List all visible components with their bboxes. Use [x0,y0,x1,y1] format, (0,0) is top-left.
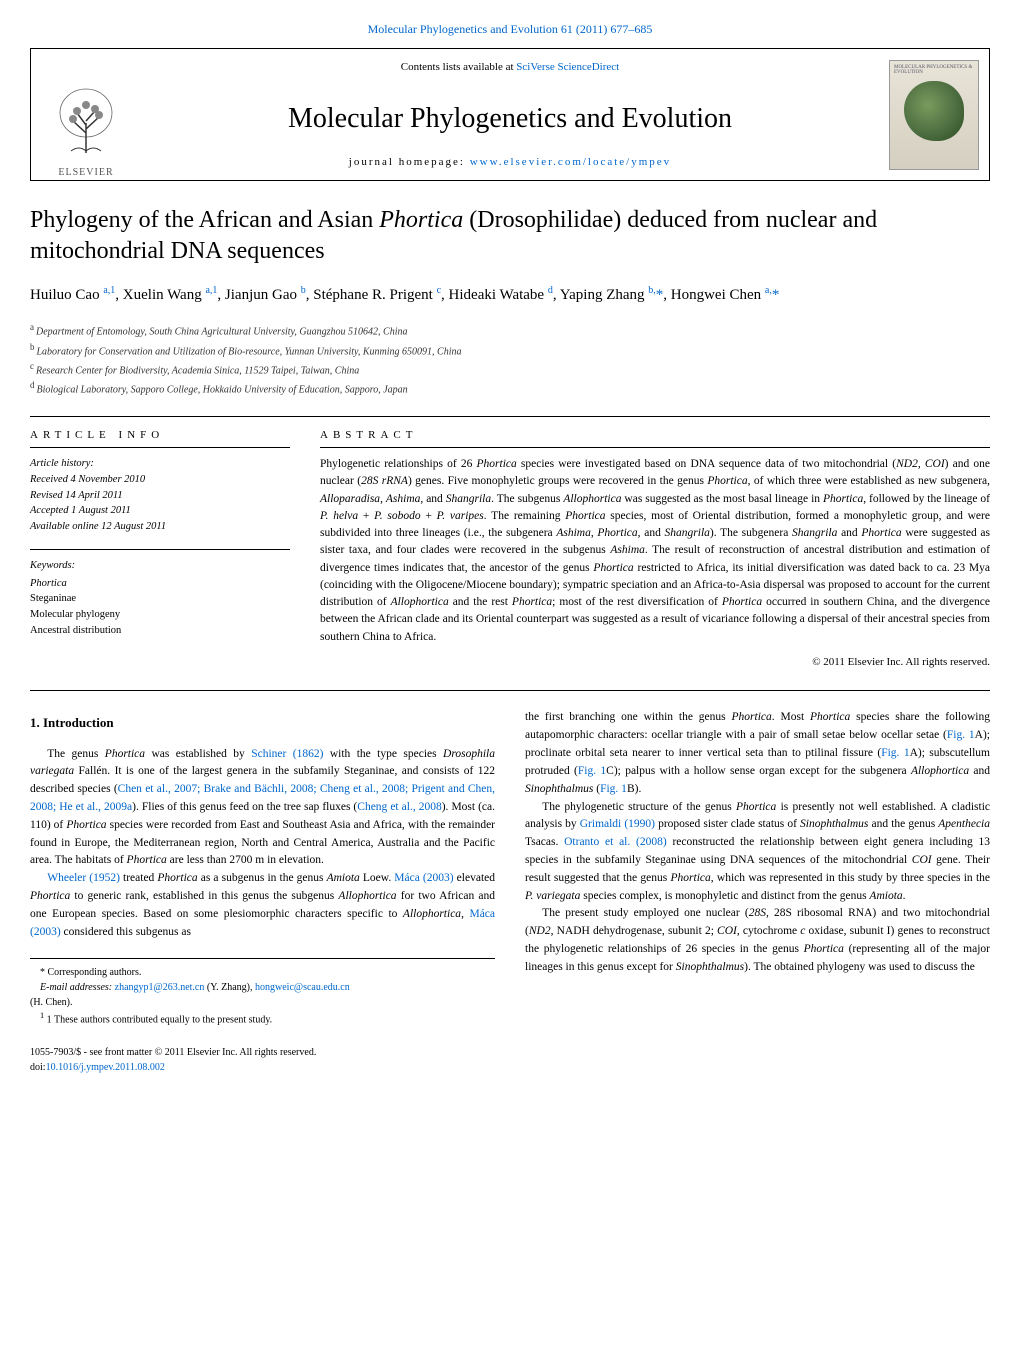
homepage-link[interactable]: www.elsevier.com/locate/ympev [470,156,671,168]
divider [30,447,290,448]
doi-line: doi:10.1016/j.ympev.2011.08.002 [30,1060,990,1075]
keyword: Ancestral distribution [30,623,290,639]
intro-para-1: The genus Phortica was established by Sc… [30,746,495,871]
intro-para-5: The present study employed one nuclear (… [525,905,990,976]
email-link-1[interactable]: zhangyp1@263.net.cn [115,982,205,993]
article-history: Article history: Received 4 November 201… [30,456,290,535]
history-online: Available online 12 August 2011 [30,519,290,535]
affiliations: aDepartment of Entomology, South China A… [30,321,990,397]
divider [30,549,290,550]
front-matter-line: 1055-7903/$ - see front matter © 2011 El… [30,1045,990,1060]
cover-label: MOLECULAR PHYLOGENETICS & EVOLUTION [894,65,978,75]
history-label: Article history: [30,456,290,472]
footnotes: * Corresponding authors. E-mail addresse… [30,958,495,1027]
title-prefix: Phylogeny of the African and Asian [30,207,379,233]
info-abstract-row: ARTICLE INFO Article history: Received 4… [30,416,990,671]
contents-prefix: Contents lists available at [401,61,516,73]
article-info-column: ARTICLE INFO Article history: Received 4… [30,417,290,671]
body-divider [30,690,990,691]
keywords-label: Keywords: [30,558,290,574]
contents-line: Contents lists available at SciVerse Sci… [161,59,859,76]
elsevier-logo: ELSEVIER [31,50,141,180]
affiliation-a: aDepartment of Entomology, South China A… [30,321,990,339]
page-footer: 1055-7903/$ - see front matter © 2011 El… [30,1045,990,1075]
author-list: Huiluo Cao a,1, Xuelin Wang a,1, Jianjun… [30,283,990,307]
journal-header: ELSEVIER Contents lists available at Sci… [30,48,990,181]
article-title: Phylogeny of the African and Asian Phort… [30,205,990,267]
elsevier-label: ELSEVIER [58,165,113,180]
abstract-copyright: © 2011 Elsevier Inc. All rights reserved… [320,654,990,671]
divider [320,447,990,448]
abstract-text: Phylogenetic relationships of 26 Phortic… [320,456,990,646]
title-genus: Phortica [379,207,463,233]
corresponding-note: * Corresponding authors. [30,965,495,980]
homepage-prefix: journal homepage: [349,156,470,168]
doi-link[interactable]: 10.1016/j.ympev.2011.08.002 [46,1062,165,1073]
right-column: the first branching one within the genus… [525,709,990,1026]
affiliation-d: dBiological Laboratory, Sapporo College,… [30,379,990,397]
keyword: Molecular phylogeny [30,607,290,623]
publisher-logo-cell: ELSEVIER [31,49,141,180]
journal-cover-thumbnail: MOLECULAR PHYLOGENETICS & EVOLUTION [889,60,979,170]
body-columns: 1. Introduction The genus Phortica was e… [30,709,990,1026]
history-received: Received 4 November 2010 [30,472,290,488]
affiliation-c: cResearch Center for Biodiversity, Acade… [30,360,990,378]
history-revised: Revised 14 April 2011 [30,488,290,504]
intro-para-2: Wheeler (1952) treated Phortica as a sub… [30,870,495,941]
keywords-list: Phortica Steganinae Molecular phylogeny … [30,576,290,639]
email-note: E-mail addresses: zhangyp1@263.net.cn (Y… [30,980,495,1010]
intro-para-3: the first branching one within the genus… [525,709,990,798]
elsevier-tree-icon [51,83,121,163]
cover-image-icon [904,81,964,141]
history-accepted: Accepted 1 August 2011 [30,503,290,519]
homepage-line: journal homepage: www.elsevier.com/locat… [161,154,859,171]
equal-contribution-note: 1 1 These authors contributed equally to… [30,1010,495,1027]
intro-para-4: The phylogenetic structure of the genus … [525,799,990,906]
keyword: Steganinae [30,591,290,607]
top-citation-link: Molecular Phylogenetics and Evolution 61… [30,20,990,38]
header-center: Contents lists available at SciVerse Sci… [141,49,879,180]
article-info-label: ARTICLE INFO [30,427,290,444]
email-link-2[interactable]: hongweic@scau.edu.cn [255,982,350,993]
journal-name: Molecular Phylogenetics and Evolution [161,98,859,140]
abstract-label: ABSTRACT [320,427,990,444]
sciencedirect-link[interactable]: SciVerse ScienceDirect [516,61,619,73]
intro-heading: 1. Introduction [30,713,495,733]
cover-cell: MOLECULAR PHYLOGENETICS & EVOLUTION [879,49,989,180]
keyword: Phortica [30,576,290,592]
left-column: 1. Introduction The genus Phortica was e… [30,709,495,1026]
abstract-column: ABSTRACT Phylogenetic relationships of 2… [320,417,990,671]
affiliation-b: bLaboratory for Conservation and Utiliza… [30,341,990,359]
citation-link[interactable]: Molecular Phylogenetics and Evolution 61… [368,22,653,36]
